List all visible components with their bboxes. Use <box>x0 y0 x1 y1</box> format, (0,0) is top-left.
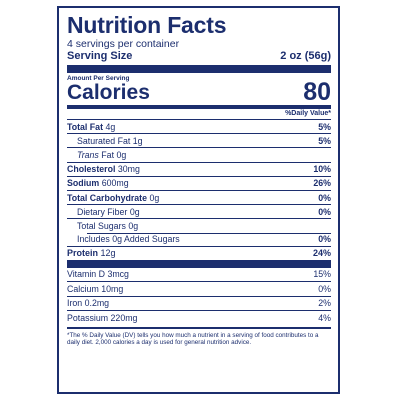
nutrient-row-total-sugars: Total Sugars 0g <box>67 218 331 232</box>
nutrient-row-cholesterol: Cholesterol 30mg 10% <box>67 161 331 176</box>
nutrient-dv: 10% <box>313 164 331 175</box>
vitamin-amount: 220mg <box>110 312 138 323</box>
nutrient-dv: 26% <box>313 178 331 189</box>
vitamin-row-vitamin-d: Vitamin D 3mcg 15% <box>67 268 331 282</box>
thick-divider <box>67 65 331 73</box>
vitamin-row-iron: Iron 0.2mg 2% <box>67 295 331 311</box>
nutrient-row-trans-fat: Trans Fat 0g <box>67 147 331 161</box>
nutrient-dv: 0% <box>318 234 331 245</box>
nutrient-row-total-carbohydrate: Total Carbohydrate 0g 0% <box>67 189 331 204</box>
vitamin-name: Calcium <box>67 283 99 294</box>
vitamin-dv: 4% <box>318 312 331 323</box>
nutrient-name: Dietary Fiber <box>77 206 128 217</box>
vitamin-amount: 10mg <box>101 283 124 294</box>
nutrient-name: Total Sugars <box>77 220 126 231</box>
vitamin-amount: 3mcg <box>107 269 129 280</box>
nutrient-row-sodium: Sodium 600mg 26% <box>67 175 331 190</box>
nutrient-amount: 0g <box>116 149 127 160</box>
nutrient-row-total-fat: Total Fat 4g 5% <box>67 119 331 133</box>
serving-size-label: Serving Size <box>67 50 133 62</box>
calories-value: 80 <box>303 78 331 106</box>
servings-per-container: 4 servings per container <box>67 38 180 50</box>
calories-row: Calories 80 <box>67 78 331 106</box>
calories-label: Calories <box>67 81 150 104</box>
vitamin-row-calcium: Calcium 10mg 0% <box>67 281 331 296</box>
serving-size-value: 2 oz (56g) <box>280 50 331 62</box>
nutrient-amount: 30mg <box>117 164 140 175</box>
thick-divider <box>67 259 331 268</box>
nutrient-name-rest: Fat <box>101 149 115 160</box>
serving-size-row: Serving Size 2 oz (56g) <box>67 50 331 63</box>
nutrient-dv: 0% <box>318 192 331 203</box>
nutrient-name: Sodium <box>67 178 100 189</box>
vitamin-amount: 0.2mg <box>84 298 110 309</box>
nutrient-amount: 0g <box>149 192 160 203</box>
nutrient-dv: 0% <box>318 206 331 217</box>
nutrient-amount: 1g <box>132 135 143 146</box>
nutrient-name: Includes 0g Added Sugars <box>77 234 180 245</box>
nutrient-amount: 4g <box>105 121 116 132</box>
nutrient-name: Cholesterol <box>67 164 116 175</box>
nutrient-dv: 24% <box>312 248 331 259</box>
nutrient-name: Saturated Fat <box>77 135 131 146</box>
nutrient-amount: 12g <box>100 248 116 259</box>
nutrient-amount: 0g <box>128 220 139 231</box>
nutrient-name: Protein <box>67 248 99 259</box>
nutrient-row-dietary-fiber: Dietary Fiber 0g 0% <box>67 204 331 218</box>
vitamin-dv: 15% <box>313 269 331 280</box>
nutrient-row-protein: Protein 12g 24% <box>67 245 331 260</box>
nutrient-dv: 5% <box>318 121 331 132</box>
nutrient-row-saturated-fat: Saturated Fat 1g 5% <box>67 133 331 147</box>
vitamin-name: Potassium <box>67 312 109 323</box>
footnote: *The % Daily Value (DV) tells you how mu… <box>67 326 331 347</box>
nutrient-name: Total Fat <box>67 121 103 132</box>
label-title: Nutrition Facts <box>67 12 227 38</box>
vitamin-dv: 0% <box>318 283 331 294</box>
nutrient-dv: 5% <box>318 135 331 146</box>
vitamin-dv: 2% <box>318 298 331 309</box>
nutrient-row-added-sugars: Includes 0g Added Sugars 0% <box>67 232 331 246</box>
amount-per-serving: Amount Per Serving <box>67 75 130 82</box>
nutrient-name: Trans <box>77 149 99 160</box>
nutrient-amount: 0g <box>129 206 140 217</box>
vitamin-row-potassium: Potassium 220mg 4% <box>67 310 331 325</box>
daily-value-header: %Daily Value* <box>285 110 331 117</box>
nutrient-amount: 600mg <box>101 178 129 189</box>
vitamin-name: Vitamin D <box>67 269 105 280</box>
medium-divider <box>67 105 331 109</box>
vitamin-name: Iron <box>67 298 83 309</box>
nutrient-name: Total Carbohydrate <box>67 192 147 203</box>
nutrition-facts-label: Nutrition Facts 4 servings per container… <box>57 6 340 394</box>
